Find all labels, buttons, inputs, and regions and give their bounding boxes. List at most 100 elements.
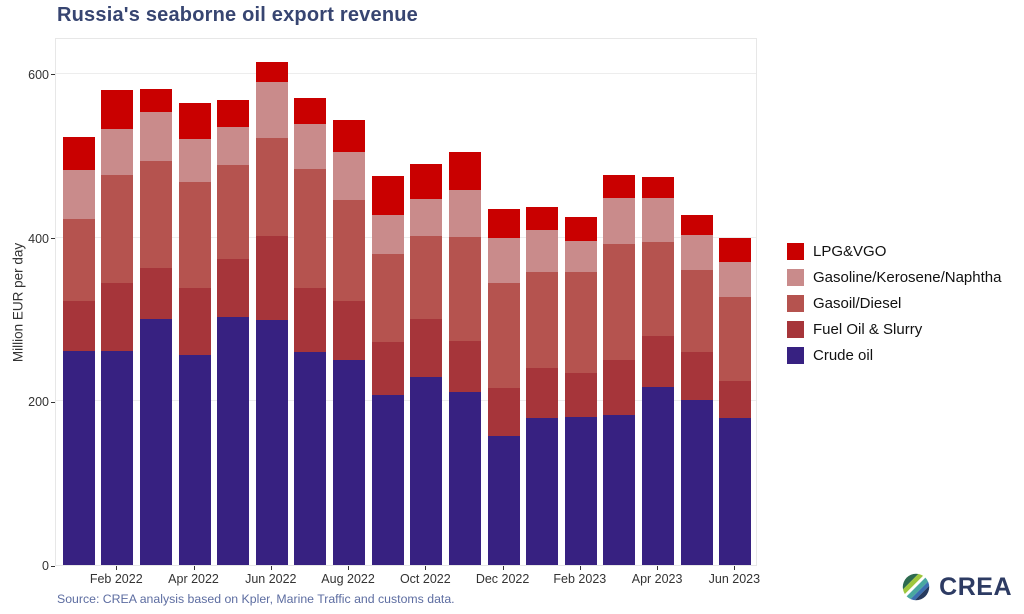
- bar-apr-2022: [178, 103, 211, 565]
- segment-gasoil-diesel: [564, 271, 597, 374]
- segment-fuel-oil-slurry: [62, 300, 95, 352]
- legend-label: Gasoline/Kerosene/Naphtha: [813, 269, 1002, 286]
- segment-gasoil-diesel: [526, 271, 559, 368]
- bar-jan-2022: [62, 136, 95, 565]
- segment-gasoil-diesel: [642, 241, 675, 336]
- segment-lpg-vgo: [410, 163, 443, 200]
- y-tick-label: 400: [28, 231, 49, 246]
- segment-lpg-vgo: [101, 90, 134, 129]
- legend-item-0: LPG&VGO: [787, 243, 1001, 260]
- gridline-200: [56, 400, 756, 402]
- segment-lpg-vgo: [62, 136, 95, 170]
- segment-gasoline-kerosene-naphtha: [294, 123, 327, 169]
- segment-crude-oil: [62, 351, 95, 565]
- legend-item-4: Crude oil: [787, 347, 1001, 364]
- bar-feb-2023: [564, 217, 597, 565]
- segment-gasoline-kerosene-naphtha: [410, 199, 443, 236]
- y-tick-mark: [51, 401, 55, 403]
- chart-title: Russia's seaborne oil export revenue: [57, 4, 418, 26]
- segment-crude-oil: [255, 320, 288, 565]
- crea-logo-text: CREA: [939, 572, 1012, 601]
- legend-swatch: [787, 243, 804, 260]
- segment-gasoil-diesel: [680, 270, 713, 353]
- x-tick-mark: [502, 566, 504, 570]
- segment-gasoil-diesel: [371, 253, 404, 343]
- x-tick-mark: [116, 566, 118, 570]
- gridline-600: [56, 72, 756, 74]
- segment-gasoil-diesel: [719, 296, 752, 381]
- x-tick-mark: [734, 566, 736, 570]
- segment-fuel-oil-slurry: [564, 373, 597, 417]
- x-tick-mark: [579, 566, 581, 570]
- segment-lpg-vgo: [642, 177, 675, 199]
- bar-feb-2022: [101, 90, 134, 565]
- legend-item-1: Gasoline/Kerosene/Naphtha: [787, 269, 1001, 286]
- segment-lpg-vgo: [255, 62, 288, 83]
- legend-label: Gasoil/Diesel: [813, 295, 902, 312]
- segment-gasoline-kerosene-naphtha: [487, 237, 520, 283]
- bar-oct-2022: [410, 163, 443, 565]
- segment-gasoline-kerosene-naphtha: [719, 262, 752, 297]
- segment-fuel-oil-slurry: [487, 388, 520, 436]
- segment-gasoline-kerosene-naphtha: [255, 82, 288, 138]
- segment-gasoil-diesel: [178, 181, 211, 289]
- segment-lpg-vgo: [294, 97, 327, 124]
- bar-sep-2022: [371, 176, 404, 565]
- segment-fuel-oil-slurry: [680, 352, 713, 400]
- segment-gasoline-kerosene-naphtha: [178, 139, 211, 182]
- segment-lpg-vgo: [526, 206, 559, 231]
- bar-mar-2023: [603, 175, 636, 565]
- bar-may-2023: [680, 214, 713, 565]
- y-tick-mark: [51, 74, 55, 76]
- bar-may-2022: [217, 100, 250, 565]
- segment-fuel-oil-slurry: [178, 288, 211, 355]
- segment-gasoline-kerosene-naphtha: [371, 214, 404, 254]
- segment-gasoline-kerosene-naphtha: [217, 127, 250, 165]
- y-tick-mark: [51, 238, 55, 240]
- y-tick-label: 200: [28, 395, 49, 410]
- segment-fuel-oil-slurry: [255, 235, 288, 321]
- segment-gasoline-kerosene-naphtha: [642, 198, 675, 242]
- segment-lpg-vgo: [217, 100, 250, 128]
- segment-gasoil-diesel: [410, 235, 443, 320]
- y-tick-label: 0: [42, 559, 49, 573]
- legend-swatch: [787, 269, 804, 286]
- bar-dec-2022: [487, 208, 520, 565]
- y-tick-mark: [51, 565, 55, 567]
- segment-lpg-vgo: [333, 119, 366, 152]
- segment-crude-oil: [217, 316, 250, 565]
- segment-fuel-oil-slurry: [448, 340, 481, 393]
- bar-apr-2023: [642, 177, 675, 565]
- x-tick-mark: [270, 566, 272, 570]
- segment-gasoil-diesel: [139, 161, 172, 268]
- segment-gasoline-kerosene-naphtha: [448, 190, 481, 237]
- segment-fuel-oil-slurry: [139, 267, 172, 320]
- segment-lpg-vgo: [719, 237, 752, 263]
- x-tick-mark: [348, 566, 350, 570]
- segment-lpg-vgo: [448, 151, 481, 191]
- x-tick-label: Dec 2022: [475, 572, 530, 586]
- segment-gasoil-diesel: [333, 199, 366, 301]
- legend-swatch: [787, 321, 804, 338]
- segment-lpg-vgo: [603, 175, 636, 199]
- legend-swatch: [787, 295, 804, 312]
- segment-gasoil-diesel: [487, 282, 520, 389]
- bar-nov-2022: [448, 151, 481, 565]
- segment-crude-oil: [680, 399, 713, 565]
- segment-lpg-vgo: [178, 103, 211, 140]
- segment-crude-oil: [139, 319, 172, 565]
- segment-gasoline-kerosene-naphtha: [139, 112, 172, 162]
- x-tick-label: Apr 2022: [168, 572, 219, 586]
- segment-crude-oil: [603, 415, 636, 565]
- segment-crude-oil: [410, 376, 443, 565]
- bar-jun-2023: [719, 237, 752, 565]
- legend-label: LPG&VGO: [813, 243, 887, 260]
- segment-gasoil-diesel: [101, 174, 134, 283]
- legend: LPG&VGO Gasoline/Kerosene/Naphtha Gasoil/D…: [787, 243, 1001, 364]
- segment-gasoline-kerosene-naphtha: [564, 240, 597, 272]
- crea-logo: CREA: [899, 570, 1012, 604]
- bar-jan-2023: [526, 206, 559, 565]
- segment-gasoline-kerosene-naphtha: [526, 230, 559, 272]
- segment-lpg-vgo: [371, 176, 404, 215]
- plot-panel: [55, 38, 757, 566]
